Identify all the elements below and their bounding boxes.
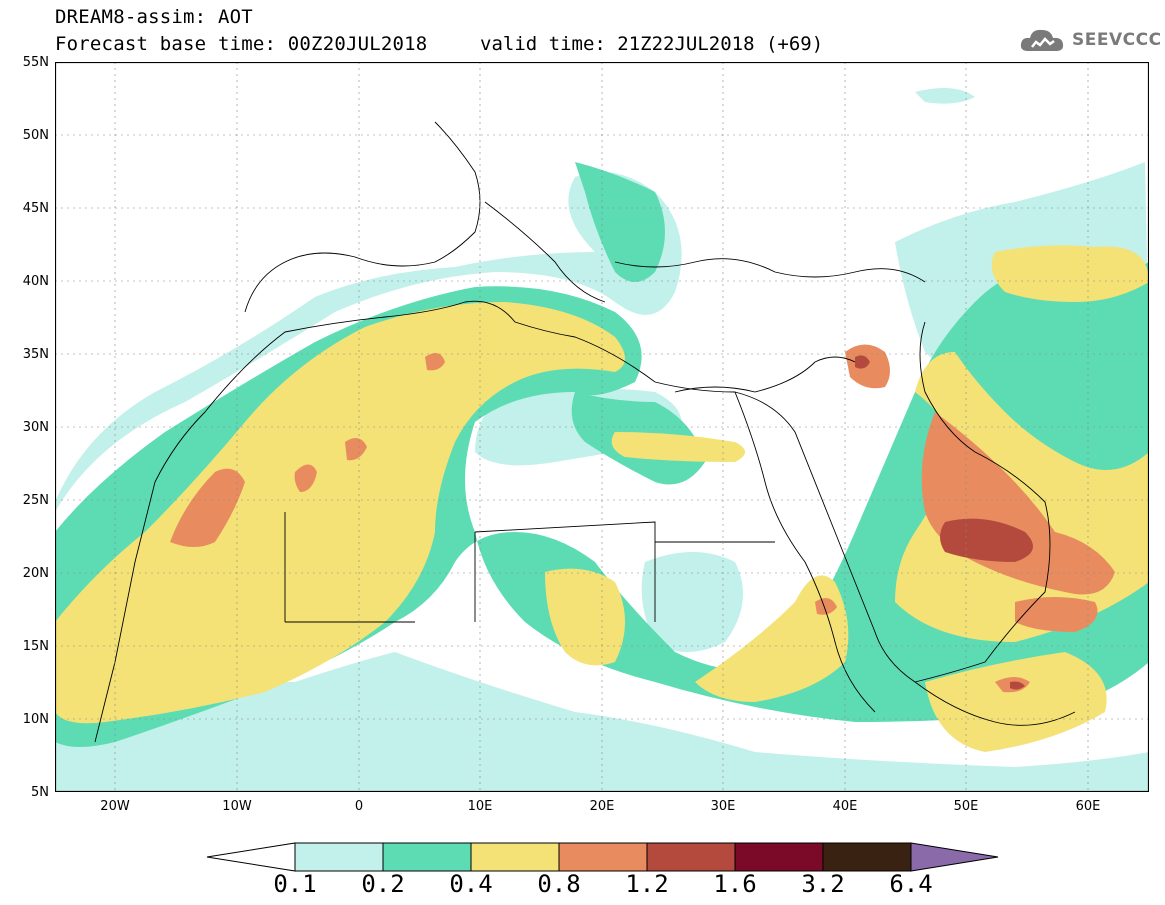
lon-label-50e: 50E xyxy=(953,799,979,814)
lat-label-20n: 20N xyxy=(22,566,49,581)
aot-field xyxy=(55,62,1149,792)
aot-map xyxy=(55,62,1149,792)
lat-label-5n: 5N xyxy=(31,785,49,800)
lat-label-50n: 50N xyxy=(22,128,49,143)
lon-label-30e: 30E xyxy=(710,799,736,814)
forecast-base-time: Forecast base time: 00Z20JUL2018 xyxy=(55,33,428,55)
lon-label-60e: 60E xyxy=(1075,799,1101,814)
lon-label-0: 0 xyxy=(354,799,364,814)
colorbar-swatch-0 xyxy=(294,842,384,872)
colorbar xyxy=(206,842,999,872)
colorbar-swatch-2 xyxy=(470,842,560,872)
lon-label-40e: 40E xyxy=(832,799,858,814)
colorbar-label-6.4: 6.4 xyxy=(889,870,933,898)
lat-label-10n: 10N xyxy=(22,712,49,727)
valid-time: valid time: 21Z22JUL2018 (+69) xyxy=(480,33,824,55)
lon-label-20e: 20E xyxy=(589,799,615,814)
cloud-icon xyxy=(1020,29,1064,51)
lat-label-25n: 25N xyxy=(22,493,49,508)
lon-label-10e: 10E xyxy=(467,799,493,814)
lat-label-55n: 55N xyxy=(22,55,49,70)
lon-label-10w: 10W xyxy=(222,799,252,814)
lat-label-30n: 30N xyxy=(22,420,49,435)
colorbar-swatch-5 xyxy=(734,842,824,872)
colorbar-label-0.2: 0.2 xyxy=(361,870,405,898)
colorbar-label-1.2: 1.2 xyxy=(625,870,669,898)
colorbar-label-0.1: 0.1 xyxy=(273,870,317,898)
map-border xyxy=(55,62,1149,792)
lon-label-20w: 20W xyxy=(100,799,130,814)
logo-text: SEEVCCC xyxy=(1072,30,1162,50)
aot-band-1.2 xyxy=(855,355,1033,690)
lat-label-35n: 35N xyxy=(22,347,49,362)
seevccc-logo: SEEVCCC xyxy=(1018,22,1162,58)
colorbar-swatch-3 xyxy=(558,842,648,872)
colorbar-label-3.2: 3.2 xyxy=(801,870,845,898)
coastlines xyxy=(94,121,1076,743)
lat-label-40n: 40N xyxy=(22,274,49,289)
colorbar-over-triangle xyxy=(910,842,999,872)
graticule xyxy=(55,62,1149,792)
colorbar-label-1.6: 1.6 xyxy=(713,870,757,898)
colorbar-swatch-1 xyxy=(382,842,472,872)
lat-label-15n: 15N xyxy=(22,639,49,654)
colorbar-under-triangle xyxy=(206,842,296,872)
colorbar-label-0.4: 0.4 xyxy=(449,870,493,898)
lat-label-45n: 45N xyxy=(22,201,49,216)
colorbar-label-0.8: 0.8 xyxy=(537,870,581,898)
colorbar-swatch-4 xyxy=(646,842,736,872)
colorbar-swatch-6 xyxy=(822,842,912,872)
map-title: DREAM8-assim: AOT xyxy=(55,6,253,28)
